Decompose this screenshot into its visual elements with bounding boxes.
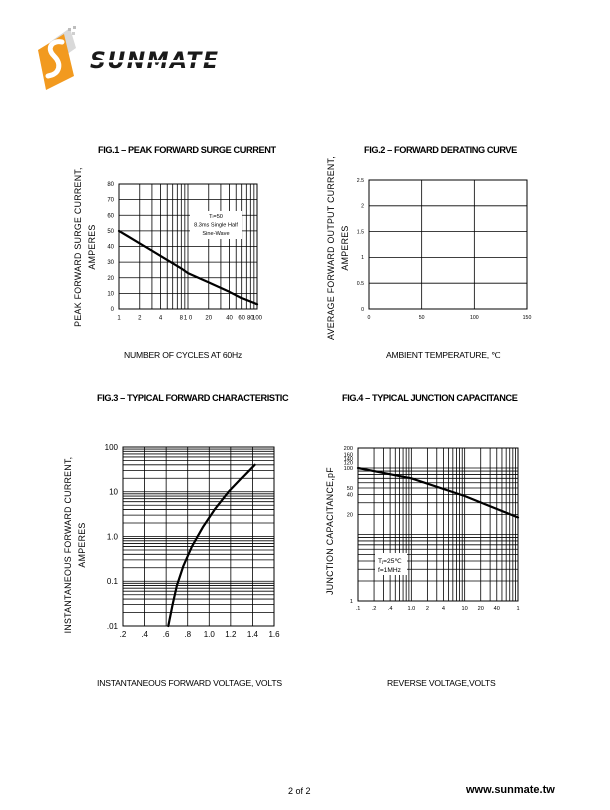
fig4-series-line: [356, 466, 520, 519]
fig1-series-line: [117, 229, 259, 306]
fig4-x-tick-label: 2: [426, 606, 429, 612]
fig2-x-tick-label: 150: [523, 315, 532, 321]
fig1-x-tick-label: 80: [247, 315, 254, 321]
fig4-annotation: f=1MHz: [378, 567, 401, 574]
fig2-x-tick-label: 50: [419, 315, 425, 321]
fig1-x-tick-label: 2: [138, 315, 142, 321]
fig3-y-tick-label: 100: [105, 443, 119, 452]
fig1-y-tick-label: 20: [107, 276, 114, 282]
fig3-y-tick-label: .01: [107, 622, 119, 631]
fig2-x-tick-label: 0: [368, 315, 371, 321]
sunmate-logo: SUNMATE: [38, 26, 218, 90]
fig1-frame: [118, 183, 258, 310]
fig1-y-tick-label: 40: [107, 245, 114, 251]
fig4-annotation-box: [375, 553, 407, 575]
fig4-y-tick-label: 100: [344, 466, 353, 472]
page-number: 2 of 2: [288, 786, 311, 796]
fig4-annotation: Tⱼ=25℃: [378, 558, 402, 565]
fig4-x-tick-label: 20: [478, 606, 484, 612]
fig2-y-tick-label: 1.5: [357, 229, 364, 235]
fig4-x-tick-label: 10: [462, 606, 468, 612]
fig4-y-tick-label: 120: [344, 461, 353, 467]
fig3-x-tick-label: .6: [163, 630, 170, 639]
fig1-annotation-box: [190, 211, 242, 239]
fig4-y-tick-label: 20: [347, 512, 353, 518]
fig1-x-tick-label: 4: [159, 315, 163, 321]
fig4-x-tick-label: 1.0: [407, 606, 415, 612]
fig3-y-tick-label: 10: [109, 488, 118, 497]
fig4-y-tick-label: 40: [347, 492, 353, 498]
fig1-x-tick-label: 60: [238, 315, 245, 321]
fig3-x-tick-label: 1.6: [268, 630, 280, 639]
fig2-xlabel: AMBIENT TEMPERATURE, ℃: [386, 350, 501, 360]
fig4-y-tick-label: 1: [350, 599, 353, 605]
fig3-series-line: [167, 463, 256, 628]
fig2-y-tick-label: 0.5: [357, 281, 364, 287]
fig4-title: FIG.4 – TYPICAL JUNCTION CAPACITANCE: [342, 393, 518, 403]
website-url: www.sunmate.tw: [466, 784, 555, 796]
fig2-y-tick-label: 1: [361, 255, 364, 261]
fig3-x-tick-label: 1.2: [225, 630, 237, 639]
fig4-x-tick-label: 1: [516, 606, 519, 612]
fig3-title: FIG.3 – TYPICAL FORWARD CHARACTERISTIC: [97, 393, 289, 403]
fig4-y-tick-label: 50: [347, 486, 353, 492]
fig4-x-tick-label: 4: [442, 606, 445, 612]
fig1-y-tick-label: 0: [111, 307, 115, 313]
fig1-y-tick-label: 30: [107, 260, 114, 266]
fig1-xlabel: NUMBER OF CYCLES AT 60Hz: [124, 350, 243, 360]
fig1-y-tick-label: 10: [107, 291, 114, 297]
fig4-x-tick-label: 40: [494, 606, 500, 612]
fig3-x-tick-label: 1.0: [204, 630, 216, 639]
fig1-x-tick-label: 8: [180, 315, 184, 321]
fig1-x-tick-label: 100: [252, 315, 263, 321]
fig3-frame: [122, 446, 275, 627]
fig4-y-tick-label: 200: [344, 446, 353, 452]
fig2-y-tick-label: 2.5: [357, 178, 364, 184]
fig4-y-tick-label: 140: [344, 456, 353, 462]
fig1-annotation: 8.3ms Single Half: [194, 223, 238, 229]
fig1-x-tick-label: 40: [226, 315, 233, 321]
fig3-y-tick-label: 0.1: [107, 577, 119, 586]
fig3-x-tick-label: .2: [120, 630, 127, 639]
fig1-x-tick-label: 20: [205, 315, 212, 321]
fig2-title: FIG.2 – FORWARD DERATING CURVE: [364, 145, 517, 155]
fig4-x-tick-label: .4: [388, 606, 393, 612]
fig1-y-tick-label: 50: [107, 229, 114, 235]
fig3-x-tick-label: .4: [141, 630, 148, 639]
logo-mark-icon: [38, 26, 76, 90]
fig1-annotation: Sine-Wave: [202, 231, 229, 237]
fig1-x-tick-label: 1: [117, 315, 121, 321]
fig4-y-tick-label: 160: [344, 452, 353, 458]
fig2-y-tick-label: 0: [361, 307, 364, 313]
fig4-xlabel: REVERSE VOLTAGE,VOLTS: [387, 678, 496, 688]
fig1-x-tick-label: 1 0: [184, 315, 193, 321]
fig1-y-tick-label: 60: [107, 213, 114, 219]
fig3-xlabel: INSTANTANEOUS FORWARD VOLTAGE, VOLTS: [97, 678, 282, 688]
fig1-title: FIG.1 – PEAK FORWARD SURGE CURRENT: [98, 145, 276, 155]
fig3-x-tick-label: .8: [184, 630, 191, 639]
fig4-x-tick-label: .1: [356, 606, 361, 612]
logo-wordmark: SUNMATE: [90, 49, 218, 74]
fig2-x-tick-label: 100: [470, 315, 479, 321]
fig2-y-tick-label: 2: [361, 204, 364, 210]
fig1-annotation: Tₗ=50: [209, 214, 223, 220]
fig3-y-tick-label: 1.0: [107, 532, 119, 541]
fig1-y-tick-label: 80: [107, 182, 114, 188]
fig2-frame: [368, 179, 528, 310]
fig4-frame: [357, 447, 519, 602]
fig1-y-tick-label: 70: [107, 198, 114, 204]
fig3-x-tick-label: 1.4: [247, 630, 259, 639]
fig4-x-tick-label: .2: [372, 606, 377, 612]
